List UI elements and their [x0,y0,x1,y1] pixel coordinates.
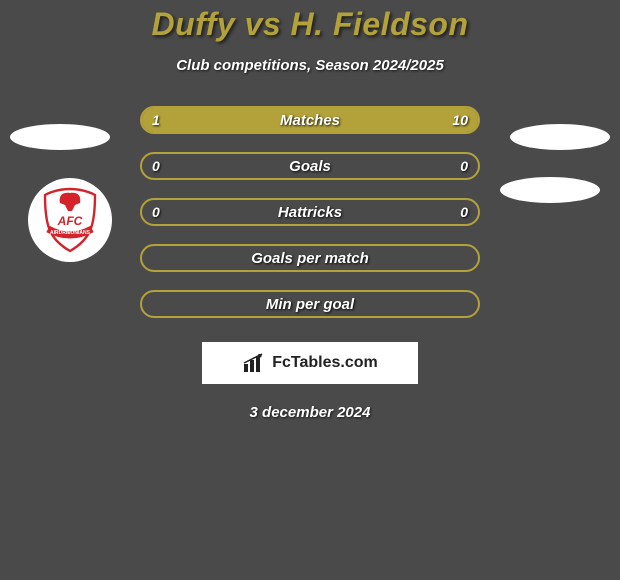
page-title: Duffy vs H. Fieldson [0,6,620,43]
svg-text:AIRDRIEONIANS: AIRDRIEONIANS [50,230,91,236]
stat-bar: 00Goals [140,152,480,180]
stat-label: Goals per match [142,250,478,267]
site-logo[interactable]: FcTables.com [202,342,418,384]
subtitle: Club competitions, Season 2024/2025 [0,57,620,74]
content: Duffy vs H. Fieldson Club competitions, … [0,0,620,580]
stat-bar: Goals per match [140,244,480,272]
svg-text:AFC: AFC [57,214,83,228]
club-right-ellipse [500,177,600,203]
player-left-ellipse [10,124,110,150]
stat-label: Hattricks [142,204,478,221]
player-right-ellipse [510,124,610,150]
site-logo-text: FcTables.com [272,354,378,372]
club-crest-icon: AFC AIRDRIEONIANS [35,185,105,255]
club-left-badge: AFC AIRDRIEONIANS [28,178,112,262]
date-label: 3 december 2024 [0,404,620,421]
stat-bar: 00Hattricks [140,198,480,226]
stat-label: Matches [142,112,478,129]
stat-label: Min per goal [142,296,478,313]
stat-label: Goals [142,158,478,175]
stat-bar: Min per goal [140,290,480,318]
stat-bar: 110Matches [140,106,480,134]
bar-chart-icon [242,352,268,374]
